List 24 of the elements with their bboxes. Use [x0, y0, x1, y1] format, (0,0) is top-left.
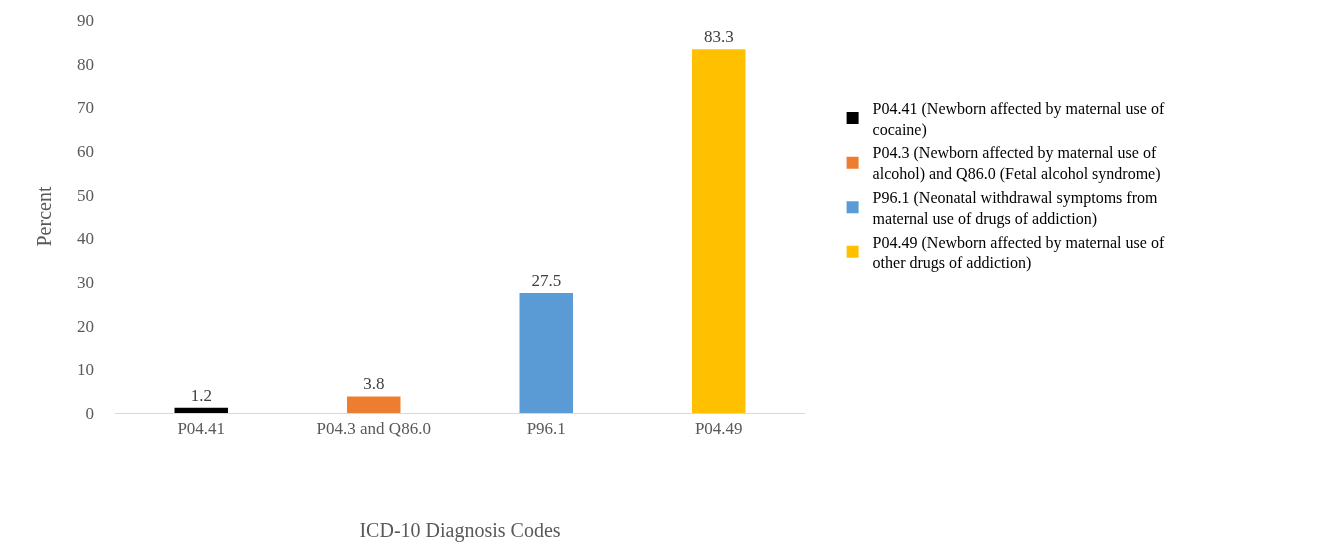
- legend-label: P04.49 (Newborn affected by maternal use of other drugs of addiction): [872, 233, 1165, 273]
- y-tick-label: 10: [77, 360, 94, 380]
- y-tick-label: 30: [77, 272, 94, 292]
- x-tick-label: P96.1: [526, 419, 566, 439]
- data-label: 3.8: [363, 374, 385, 394]
- y-tick-label: 80: [77, 54, 94, 74]
- y-tick-label: 90: [77, 10, 94, 30]
- y-tick-label: 60: [77, 141, 94, 161]
- data-label: 1.2: [190, 385, 212, 405]
- y-axis-title: Percent: [32, 186, 55, 247]
- y-tick-label: 20: [77, 316, 94, 336]
- legend-label: P96.1 (Neonatal withdrawal symptoms from maternal use of drugs of addiction): [872, 189, 1158, 228]
- x-axis-title: ICD-10 Diagnosis Codes: [359, 518, 561, 542]
- data-label: 27.5: [531, 270, 562, 290]
- legend-label: P04.41 (Newborn affected by maternal use of cocaine): [872, 99, 1165, 139]
- data-label: 83.3: [703, 27, 734, 47]
- x-tick-label: P04.49: [694, 419, 743, 439]
- legend-label: P04.3 (Newborn affected by maternal use of alcohol) and Q86.0 (Fetal alcohol syndrome): [872, 144, 1161, 184]
- y-tick-label: 70: [77, 98, 94, 118]
- y-tick-label: 40: [77, 229, 94, 249]
- x-tick-label: P04.3 and Q86.0: [316, 419, 431, 439]
- y-tick-label: 50: [77, 185, 94, 205]
- x-tick-label: P04.41: [177, 419, 226, 439]
- y-tick-label: 0: [85, 403, 94, 423]
